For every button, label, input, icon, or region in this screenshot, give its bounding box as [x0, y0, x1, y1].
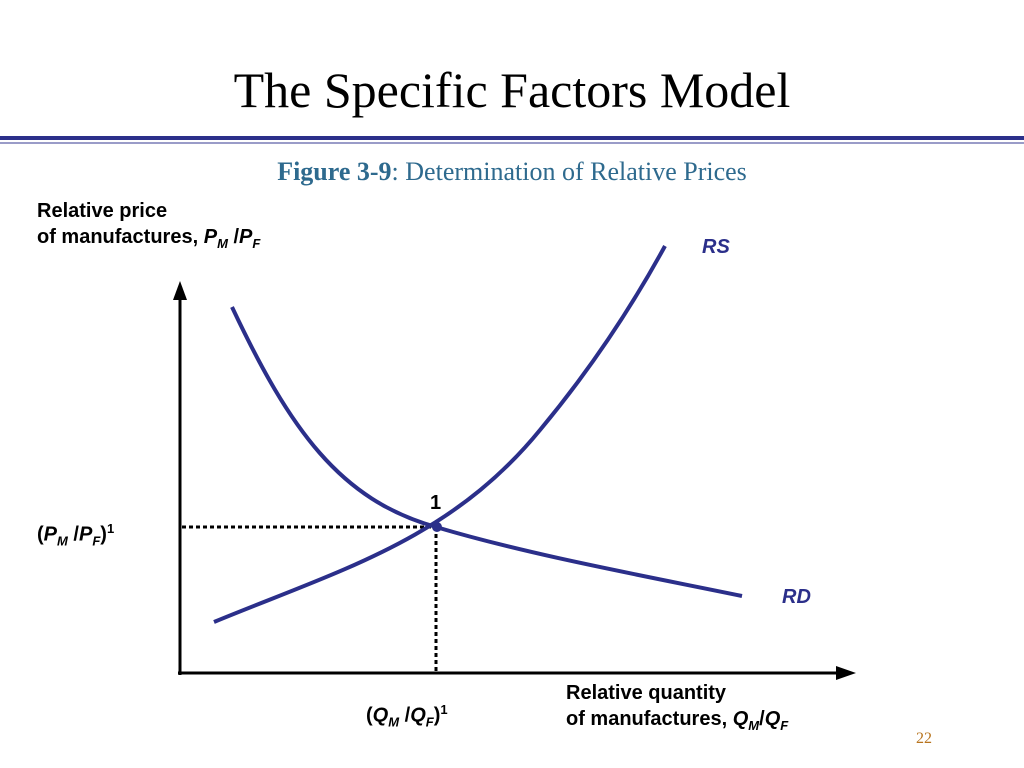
rd-curve	[230, 306, 743, 598]
rd-curve-label: RD	[782, 586, 811, 608]
y-axis-num-sub: M	[217, 236, 228, 251]
x-axis-arrowhead	[836, 666, 856, 680]
figure-label: Figure 3-9	[277, 157, 392, 186]
y-axis-den-var: P	[239, 226, 253, 248]
title-divider	[0, 136, 1024, 140]
x-axis-den-sub: F	[780, 718, 789, 733]
equilibrium-quantity-label: (QM /QF)1	[366, 702, 448, 730]
y-axis-slash: /	[233, 226, 240, 248]
figure-separator: :	[391, 157, 399, 186]
equilibrium-price-label: (PM /PF)1	[37, 521, 115, 549]
x-axis-slash: /	[759, 708, 765, 730]
y-axis-label-line2: of manufactures, PM /PF	[37, 224, 260, 257]
y-axis-label-prefix: of manufactures,	[37, 226, 199, 248]
rs-curve	[213, 245, 667, 624]
figure-caption: Figure 3-9: Determination of Relative Pr…	[0, 154, 1024, 190]
y-axis-label-line1: Relative price	[37, 200, 168, 222]
figure-caption-text: Determination of Relative Prices	[405, 157, 747, 186]
rs-curve-label: RS	[702, 236, 730, 258]
x-axis-label-line1: Relative quantity	[566, 682, 727, 704]
x-axis-num-var: Q	[732, 708, 749, 730]
page-number: 22	[916, 730, 932, 747]
x-axis-label: Relative quantity of manufactures, QM/QF	[566, 680, 788, 739]
x-axis-label-line2: of manufactures, QM/QF	[566, 706, 788, 739]
title-divider-thin	[0, 142, 1024, 144]
y-axis-num-var: P	[203, 226, 218, 248]
y-axis-label: Relative price of manufactures, PM /PF	[37, 198, 260, 257]
x-axis-label-prefix: of manufactures,	[566, 708, 728, 730]
equilibrium-point-label: 1	[430, 492, 442, 514]
equilibrium-point	[432, 522, 442, 532]
y-axis-den-sub: F	[252, 236, 261, 251]
x-axis-num-sub: M	[748, 718, 760, 733]
x-axis-den-var: Q	[764, 708, 781, 730]
y-axis-arrowhead	[173, 281, 187, 300]
slide-title: The Specific Factors Model	[233, 62, 791, 118]
